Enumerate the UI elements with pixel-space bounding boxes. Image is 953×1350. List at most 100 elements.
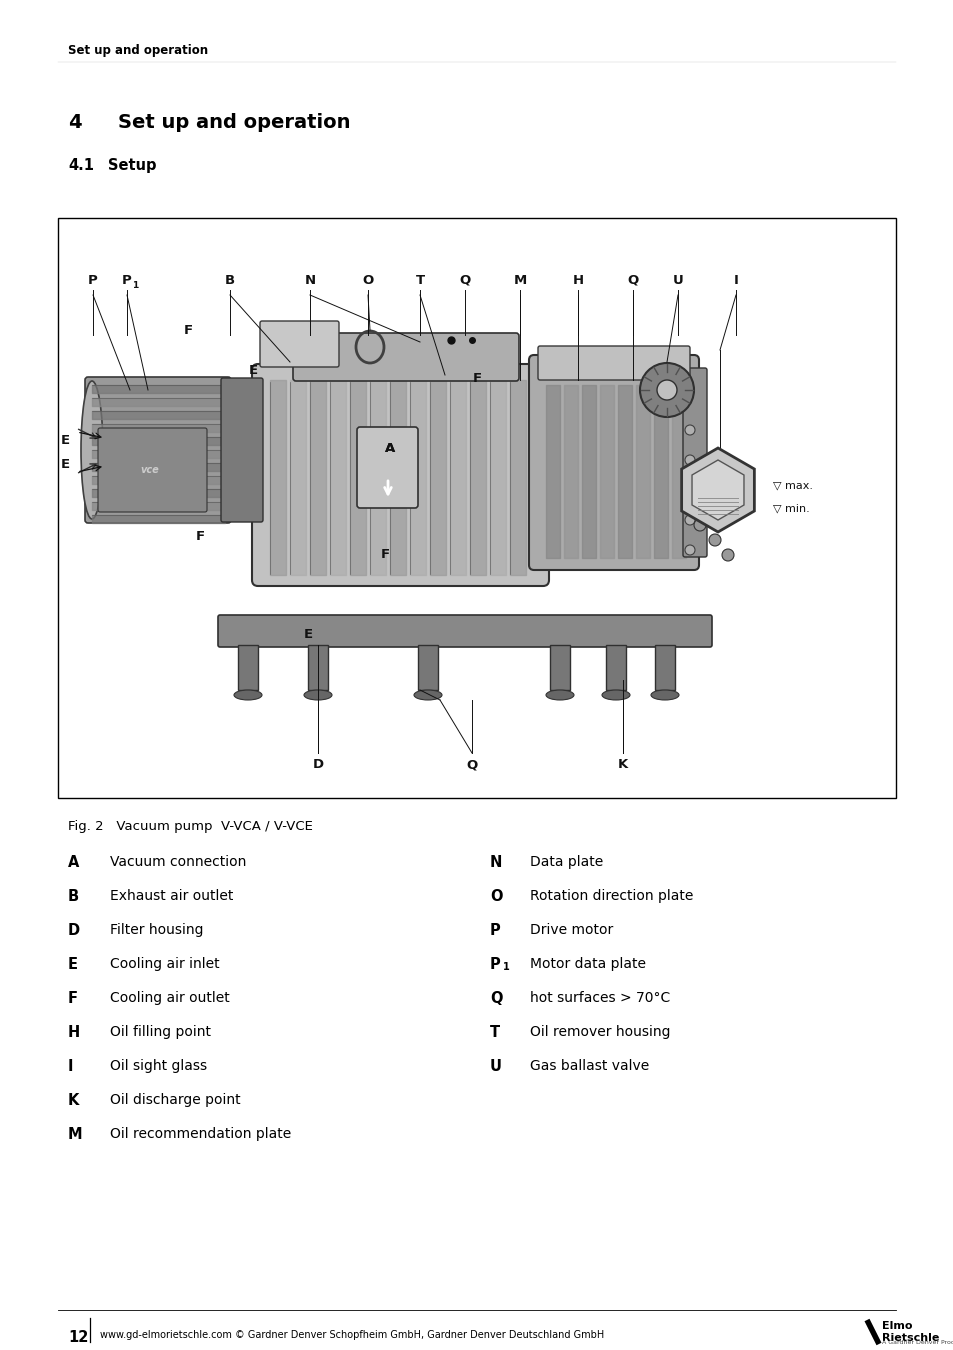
Text: 4: 4 — [68, 113, 82, 132]
Bar — [58, 217, 895, 798]
Circle shape — [721, 549, 733, 562]
FancyBboxPatch shape — [356, 427, 417, 508]
Text: www.gd-elmorietschle.com © Gardner Denver Schopfheim GmbH, Gardner Denver Deutsc: www.gd-elmorietschle.com © Gardner Denve… — [100, 1330, 603, 1341]
Text: P: P — [122, 274, 132, 286]
Bar — [237, 645, 257, 690]
Ellipse shape — [304, 690, 332, 701]
Text: P: P — [490, 957, 500, 972]
Text: E: E — [68, 957, 78, 972]
Text: Q: Q — [627, 274, 638, 286]
FancyBboxPatch shape — [682, 369, 706, 558]
Text: H: H — [572, 274, 583, 286]
Text: 4.1: 4.1 — [68, 158, 94, 173]
Text: N: N — [304, 274, 315, 286]
Text: F: F — [472, 371, 481, 385]
Text: vce: vce — [140, 464, 159, 475]
Text: Cooling air outlet: Cooling air outlet — [110, 991, 230, 1004]
FancyBboxPatch shape — [221, 378, 263, 522]
Bar — [308, 645, 328, 690]
Circle shape — [657, 379, 677, 400]
Circle shape — [684, 545, 695, 555]
Circle shape — [684, 514, 695, 525]
Text: P: P — [88, 274, 98, 286]
Text: F: F — [183, 324, 193, 336]
Text: F: F — [195, 531, 204, 544]
FancyBboxPatch shape — [529, 355, 699, 570]
Text: Elmo
Rietschle: Elmo Rietschle — [882, 1322, 939, 1343]
Text: K: K — [618, 759, 627, 771]
Text: Oil discharge point: Oil discharge point — [110, 1094, 240, 1107]
Text: B: B — [225, 274, 234, 286]
Bar — [550, 645, 569, 690]
Text: Exhaust air outlet: Exhaust air outlet — [110, 890, 233, 903]
Text: I: I — [68, 1058, 73, 1075]
Ellipse shape — [233, 690, 262, 701]
Polygon shape — [680, 448, 754, 532]
Circle shape — [684, 425, 695, 435]
Text: A: A — [68, 855, 79, 869]
Text: E: E — [248, 363, 257, 377]
Text: U: U — [490, 1058, 501, 1075]
Text: Setup: Setup — [108, 158, 156, 173]
Ellipse shape — [650, 690, 679, 701]
Ellipse shape — [545, 690, 574, 701]
Text: D: D — [313, 759, 323, 771]
Text: F: F — [68, 991, 78, 1006]
Text: M: M — [68, 1127, 83, 1142]
Circle shape — [639, 363, 693, 417]
Text: Gas ballast valve: Gas ballast valve — [530, 1058, 649, 1073]
Text: hot surfaces > 70°C: hot surfaces > 70°C — [530, 991, 670, 1004]
Text: E: E — [60, 459, 70, 471]
FancyBboxPatch shape — [98, 428, 207, 512]
Text: K: K — [68, 1094, 79, 1108]
Circle shape — [684, 455, 695, 464]
Text: B: B — [68, 890, 79, 905]
FancyBboxPatch shape — [252, 364, 548, 586]
Text: Oil sight glass: Oil sight glass — [110, 1058, 207, 1073]
Text: ▽ min.: ▽ min. — [772, 504, 809, 513]
Text: Vacuum connection: Vacuum connection — [110, 855, 246, 869]
Text: E: E — [60, 433, 70, 447]
Text: Rotation direction plate: Rotation direction plate — [530, 890, 693, 903]
Text: Oil filling point: Oil filling point — [110, 1025, 211, 1040]
Text: O: O — [490, 890, 502, 905]
Text: Set up and operation: Set up and operation — [68, 45, 208, 57]
Text: Q: Q — [466, 759, 477, 771]
Ellipse shape — [601, 690, 629, 701]
Text: N: N — [490, 855, 502, 869]
Text: Oil remover housing: Oil remover housing — [530, 1025, 670, 1040]
Text: Data plate: Data plate — [530, 855, 602, 869]
Text: E: E — [303, 629, 313, 641]
Polygon shape — [691, 460, 743, 520]
Bar — [655, 645, 675, 690]
FancyBboxPatch shape — [293, 333, 518, 381]
Text: M: M — [513, 274, 526, 286]
Text: T: T — [415, 274, 424, 286]
Text: Q: Q — [490, 991, 502, 1006]
FancyBboxPatch shape — [260, 321, 338, 367]
Bar — [605, 645, 625, 690]
Text: A: A — [384, 441, 395, 455]
FancyBboxPatch shape — [218, 616, 711, 647]
Text: Drive motor: Drive motor — [530, 923, 613, 937]
Text: A: A — [384, 441, 395, 455]
Text: D: D — [68, 923, 80, 938]
Text: Set up and operation: Set up and operation — [118, 113, 350, 132]
Text: 1: 1 — [502, 963, 509, 972]
Text: F: F — [380, 548, 389, 562]
Text: H: H — [68, 1025, 80, 1040]
Text: Fig. 2   Vacuum pump  V-VCA / V-VCE: Fig. 2 Vacuum pump V-VCA / V-VCE — [68, 819, 313, 833]
Ellipse shape — [414, 690, 441, 701]
Ellipse shape — [81, 381, 103, 518]
Text: I: I — [733, 274, 738, 286]
Text: Oil recommendation plate: Oil recommendation plate — [110, 1127, 291, 1141]
FancyBboxPatch shape — [537, 346, 689, 379]
Text: Q: Q — [459, 274, 470, 286]
Text: A Gardner Denver Product: A Gardner Denver Product — [882, 1341, 953, 1345]
Text: P: P — [490, 923, 500, 938]
Text: ▽ max.: ▽ max. — [772, 481, 812, 490]
Text: 1: 1 — [132, 281, 138, 289]
Text: Motor data plate: Motor data plate — [530, 957, 645, 971]
Circle shape — [693, 518, 705, 531]
Text: O: O — [362, 274, 374, 286]
